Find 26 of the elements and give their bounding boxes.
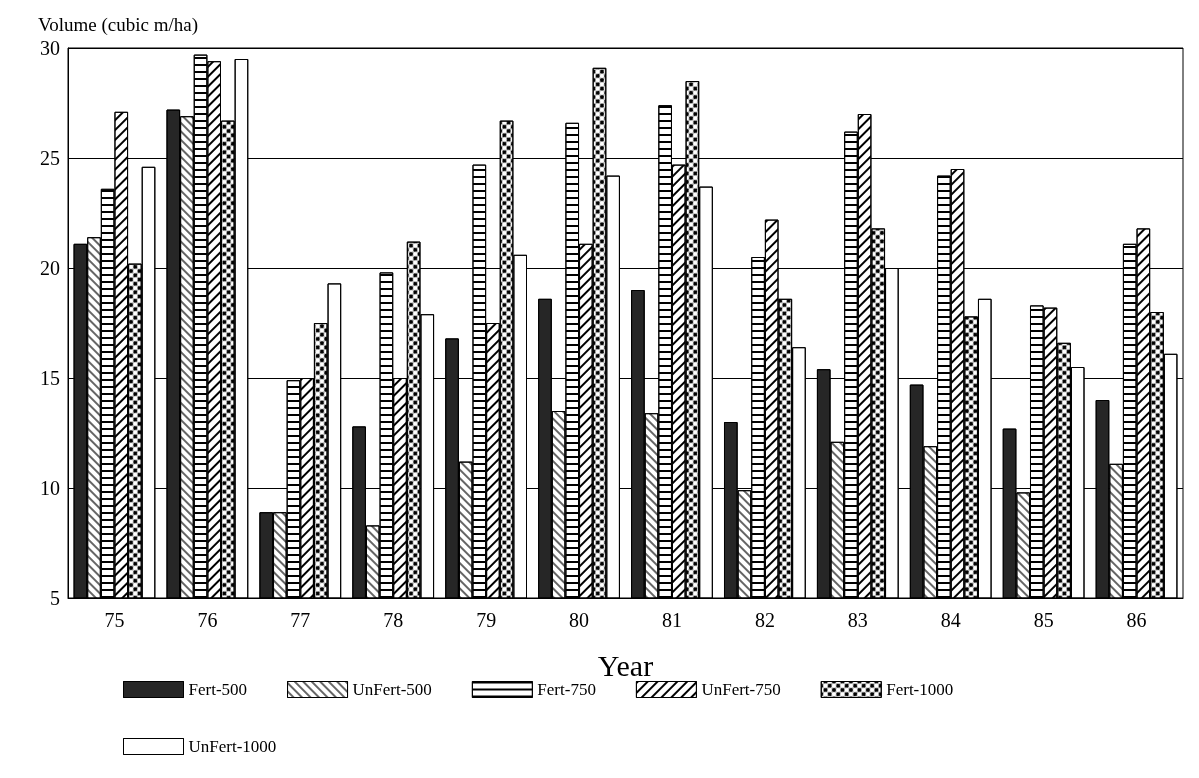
y-tick-label: 30 — [40, 37, 60, 59]
x-tick-label: 85 — [1033, 609, 1054, 631]
y-axis-title: Volume (cubic m/ha) — [38, 14, 199, 36]
x-tick-label: 78 — [383, 609, 404, 631]
x-tick-label: 79 — [476, 609, 497, 631]
x-tick-label: 80 — [569, 609, 590, 631]
legend-label: UnFert-500 — [352, 680, 432, 699]
x-tick-label: 82 — [754, 609, 775, 631]
x-tick-label: 76 — [197, 609, 218, 631]
legend-label: Fert-750 — [537, 680, 596, 699]
x-axis-title: Year — [597, 648, 654, 682]
legend-label: Fert-500 — [188, 680, 248, 699]
legend-label: UnFert-1000 — [188, 737, 277, 756]
x-tick-label: 84 — [940, 609, 961, 631]
y-tick-label: 25 — [40, 147, 60, 169]
legend-label: UnFert-750 — [701, 680, 781, 699]
x-tick-label: 81 — [661, 609, 682, 631]
y-tick-label: 5 — [50, 587, 60, 609]
y-tick-label: 20 — [40, 257, 60, 279]
y-tick-label: 10 — [40, 477, 60, 499]
x-tick-label: 83 — [847, 609, 868, 631]
x-tick-label: 86 — [1126, 609, 1147, 631]
y-tick-label: 15 — [40, 367, 60, 389]
x-tick-label: 77 — [290, 609, 311, 631]
x-tick-label: 75 — [104, 609, 125, 631]
legend-label: Fert-1000 — [886, 680, 954, 699]
